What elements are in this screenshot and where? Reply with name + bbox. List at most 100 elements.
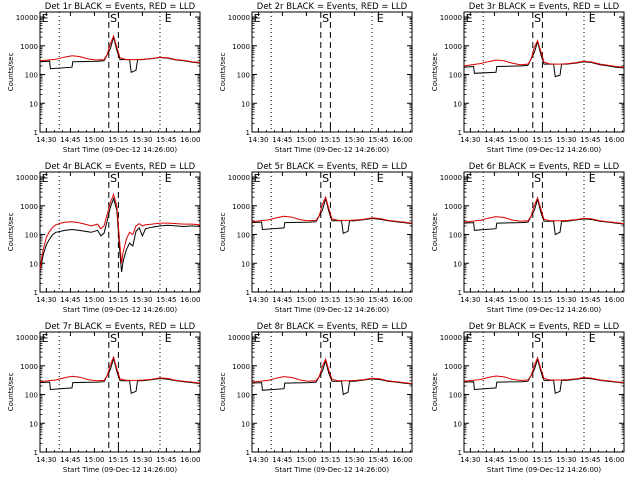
y-tick-label: 1000 bbox=[20, 43, 38, 51]
y-axis-label: Counts/sec bbox=[7, 53, 15, 92]
y-tick-label: 10000 bbox=[228, 174, 250, 182]
plot-frame bbox=[251, 331, 413, 453]
marker-letter-s: S bbox=[110, 172, 117, 185]
panel-title: Det 8r BLACK = Events, RED = LLD bbox=[257, 322, 408, 332]
marker-letter-e: E bbox=[165, 12, 172, 25]
x-tick-label: 15:30 bbox=[132, 456, 152, 464]
x-tick-label: 16:00 bbox=[392, 456, 412, 464]
x-tick-label: 15:30 bbox=[344, 296, 364, 304]
y-tick-label: 10 bbox=[241, 420, 250, 428]
y-tick-label: 10 bbox=[453, 260, 462, 268]
panel-title: Det 3r BLACK = Events, RED = LLD bbox=[469, 2, 620, 12]
x-tick-label: 14:30 bbox=[36, 136, 56, 144]
x-tick-label: 15:00 bbox=[84, 296, 104, 304]
x-axis-label: Start Time (09-Dec-12 14:26:00) bbox=[275, 306, 389, 314]
x-tick-label: 14:45 bbox=[272, 296, 292, 304]
y-tick-label: 100 bbox=[237, 232, 250, 240]
panel-title: Det 1r BLACK = Events, RED = LLD bbox=[45, 2, 196, 12]
series-line-lld bbox=[39, 192, 201, 270]
marker-letter-e: E bbox=[377, 332, 384, 345]
y-tick-label: 10000 bbox=[440, 174, 462, 182]
marker-letter-e: E bbox=[589, 172, 596, 185]
y-tick-label: 1 bbox=[458, 289, 462, 297]
y-tick-label: 1000 bbox=[20, 363, 38, 371]
y-tick-label: 10000 bbox=[16, 14, 38, 22]
plot-frame bbox=[39, 171, 201, 293]
y-tick-label: 1 bbox=[246, 449, 250, 457]
x-axis-label: Start Time (09-Dec-12 14:26:00) bbox=[487, 306, 601, 314]
x-tick-label: 14:45 bbox=[484, 136, 504, 144]
x-tick-label: 16:00 bbox=[180, 296, 200, 304]
panel-title: Det 9r BLACK = Events, RED = LLD bbox=[469, 322, 620, 332]
y-axis-label: Counts/sec bbox=[7, 373, 15, 412]
y-tick-label: 1 bbox=[246, 289, 250, 297]
x-tick-label: 15:15 bbox=[320, 136, 340, 144]
y-tick-label: 1000 bbox=[232, 363, 250, 371]
x-axis-label: Start Time (09-Dec-12 14:26:00) bbox=[63, 146, 177, 154]
series-line-lld bbox=[463, 39, 625, 68]
plot-frame bbox=[251, 11, 413, 133]
x-tick-label: 16:00 bbox=[604, 456, 624, 464]
y-tick-label: 1000 bbox=[444, 203, 462, 211]
x-tick-label: 14:30 bbox=[460, 456, 480, 464]
y-axis-label: Counts/sec bbox=[219, 213, 227, 252]
plot-frame bbox=[251, 171, 413, 293]
marker-letter-e: E bbox=[466, 172, 473, 185]
x-tick-label: 16:00 bbox=[180, 456, 200, 464]
y-tick-label: 100 bbox=[25, 72, 38, 80]
y-tick-label: 10000 bbox=[440, 14, 462, 22]
y-tick-label: 10000 bbox=[16, 174, 38, 182]
x-tick-label: 15:45 bbox=[580, 136, 600, 144]
marker-letter-s: S bbox=[110, 12, 117, 25]
marker-letter-e: E bbox=[466, 332, 473, 345]
series-line-events bbox=[39, 196, 201, 272]
x-axis-label: Start Time (09-Dec-12 14:26:00) bbox=[487, 466, 601, 474]
x-tick-label: 16:00 bbox=[180, 136, 200, 144]
y-tick-label: 1000 bbox=[20, 203, 38, 211]
x-tick-label: 15:00 bbox=[296, 136, 316, 144]
marker-letter-e: E bbox=[254, 12, 261, 25]
x-tick-label: 15:15 bbox=[532, 456, 552, 464]
y-tick-label: 1 bbox=[34, 289, 38, 297]
marker-letter-e: E bbox=[42, 332, 49, 345]
x-tick-label: 15:30 bbox=[344, 456, 364, 464]
marker-letter-s: S bbox=[322, 12, 329, 25]
x-tick-label: 15:45 bbox=[368, 456, 388, 464]
series-line-lld bbox=[463, 196, 625, 225]
y-tick-label: 100 bbox=[25, 392, 38, 400]
y-axis-label: Counts/sec bbox=[431, 373, 439, 412]
x-tick-label: 15:15 bbox=[108, 136, 128, 144]
y-tick-label: 100 bbox=[25, 232, 38, 240]
x-tick-label: 15:45 bbox=[368, 136, 388, 144]
series-line-lld bbox=[39, 355, 201, 384]
panel-title: Det 5r BLACK = Events, RED = LLD bbox=[257, 162, 408, 172]
panel-title: Det 2r BLACK = Events, RED = LLD bbox=[257, 2, 408, 12]
y-tick-label: 1000 bbox=[232, 203, 250, 211]
x-tick-label: 14:30 bbox=[248, 456, 268, 464]
x-tick-label: 16:00 bbox=[604, 296, 624, 304]
y-tick-label: 1 bbox=[458, 129, 462, 137]
y-tick-label: 10 bbox=[241, 260, 250, 268]
marker-letter-s: S bbox=[110, 332, 117, 345]
marker-letter-e: E bbox=[589, 12, 596, 25]
x-tick-label: 15:45 bbox=[156, 456, 176, 464]
y-tick-label: 1 bbox=[34, 129, 38, 137]
marker-letter-e: E bbox=[165, 332, 172, 345]
y-tick-label: 1000 bbox=[444, 363, 462, 371]
x-tick-label: 15:15 bbox=[108, 296, 128, 304]
marker-letter-s: S bbox=[322, 332, 329, 345]
marker-letter-e: E bbox=[165, 172, 172, 185]
y-tick-label: 10 bbox=[241, 100, 250, 108]
y-tick-label: 10 bbox=[29, 100, 38, 108]
marker-letter-e: E bbox=[377, 12, 384, 25]
x-axis-label: Start Time (09-Dec-12 14:26:00) bbox=[275, 466, 389, 474]
x-tick-label: 15:15 bbox=[532, 136, 552, 144]
y-tick-label: 10 bbox=[453, 420, 462, 428]
